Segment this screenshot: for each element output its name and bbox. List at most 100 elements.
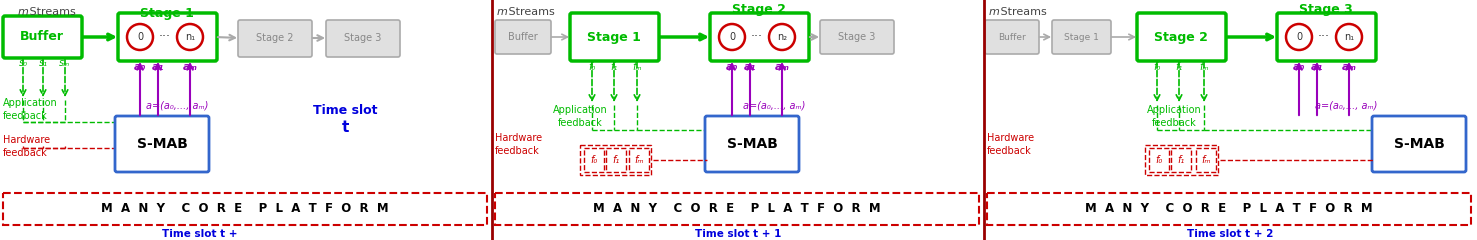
Text: Time slot t + 2: Time slot t + 2	[1188, 229, 1273, 239]
Text: f₁: f₁	[613, 155, 620, 165]
Text: a₀: a₀	[725, 62, 738, 72]
FancyBboxPatch shape	[1052, 20, 1111, 54]
Text: feedback: feedback	[495, 146, 539, 156]
Bar	[3, 193, 487, 225]
FancyBboxPatch shape	[710, 13, 809, 61]
Text: aₘ: aₘ	[183, 62, 198, 72]
Text: Application: Application	[3, 98, 58, 108]
Text: M  A  N  Y    C  O  R  E    P  L  A  T  F  O  R  M: M A N Y C O R E P L A T F O R M	[594, 203, 880, 216]
Text: Stage 3: Stage 3	[344, 33, 381, 43]
FancyBboxPatch shape	[115, 116, 210, 172]
Text: a=(a₀,..., aₘ): a=(a₀,..., aₘ)	[146, 101, 208, 111]
FancyBboxPatch shape	[118, 13, 217, 61]
Text: S-MAB: S-MAB	[1394, 137, 1445, 151]
Text: n₁: n₁	[185, 32, 195, 42]
Text: aₘ: aₘ	[1341, 62, 1356, 72]
Text: m: m	[496, 7, 508, 17]
Text: Buffer: Buffer	[508, 32, 538, 42]
Text: Time slot t + 1: Time slot t + 1	[694, 229, 781, 239]
FancyBboxPatch shape	[1137, 13, 1226, 61]
Text: Hardware: Hardware	[987, 133, 1034, 143]
Text: Application: Application	[552, 105, 607, 115]
Text: Time slot t +: Time slot t +	[162, 229, 238, 239]
Text: m: m	[18, 7, 30, 17]
Text: 0: 0	[730, 32, 736, 42]
FancyBboxPatch shape	[820, 20, 894, 54]
FancyBboxPatch shape	[1278, 13, 1377, 61]
Text: f₀: f₀	[1155, 155, 1162, 165]
Text: ···: ···	[1317, 30, 1329, 43]
Text: Stage 1: Stage 1	[586, 30, 641, 43]
Bar	[495, 193, 979, 225]
Text: feedback: feedback	[3, 148, 47, 158]
FancyBboxPatch shape	[705, 116, 799, 172]
Text: feedback: feedback	[558, 118, 603, 128]
Text: S-MAB: S-MAB	[727, 137, 777, 151]
Text: ···: ···	[750, 30, 764, 43]
Text: m: m	[990, 7, 1000, 17]
Text: s₀: s₀	[19, 58, 28, 68]
Text: aₘ: aₘ	[774, 62, 789, 72]
Bar	[606, 148, 626, 172]
Text: Hardware: Hardware	[3, 135, 50, 145]
Bar	[1145, 145, 1219, 175]
Text: a₀: a₀	[134, 62, 146, 72]
Text: Application: Application	[1146, 105, 1201, 115]
FancyBboxPatch shape	[495, 20, 551, 54]
Text: Buffer: Buffer	[21, 30, 64, 43]
Text: S-MAB: S-MAB	[136, 137, 188, 151]
Text: Stage 2: Stage 2	[1154, 30, 1208, 43]
Text: Stage 2: Stage 2	[256, 33, 294, 43]
Text: a₀: a₀	[1292, 62, 1306, 72]
Text: Streams: Streams	[27, 7, 75, 17]
Text: t: t	[341, 120, 349, 136]
FancyBboxPatch shape	[238, 20, 312, 57]
Text: fₘ: fₘ	[634, 155, 644, 165]
Text: f₀: f₀	[591, 155, 598, 165]
FancyBboxPatch shape	[1372, 116, 1467, 172]
Bar	[1149, 148, 1168, 172]
FancyBboxPatch shape	[570, 13, 659, 61]
Text: feedback: feedback	[987, 146, 1032, 156]
Text: feedback: feedback	[3, 111, 47, 121]
Text: Stage 1: Stage 1	[140, 6, 193, 19]
Text: Streams: Streams	[997, 7, 1047, 17]
Text: f₀: f₀	[588, 62, 595, 72]
Bar	[629, 148, 648, 172]
Text: Streams: Streams	[505, 7, 555, 17]
Text: 0: 0	[137, 32, 143, 42]
Bar	[987, 193, 1471, 225]
Text: a=(a₀,..., aₘ): a=(a₀,..., aₘ)	[1315, 101, 1377, 111]
Text: Hardware: Hardware	[495, 133, 542, 143]
Text: fₘ: fₘ	[1199, 62, 1208, 72]
Text: f₁: f₁	[1176, 62, 1183, 72]
Text: a=(a₀,..., aₘ): a=(a₀,..., aₘ)	[743, 101, 805, 111]
Bar	[580, 145, 651, 175]
Bar	[1171, 148, 1190, 172]
Text: s₁: s₁	[38, 58, 47, 68]
Bar	[583, 148, 604, 172]
FancyBboxPatch shape	[985, 20, 1038, 54]
Text: f₁: f₁	[610, 62, 617, 72]
Text: M  A  N  Y    C  O  R  E    P  L  A  T  F  O  R  M: M A N Y C O R E P L A T F O R M	[102, 203, 388, 216]
Text: Stage 1: Stage 1	[1063, 32, 1099, 42]
Text: a₁: a₁	[744, 62, 756, 72]
Text: n₂: n₂	[777, 32, 787, 42]
Text: ···: ···	[160, 30, 171, 43]
Text: Stage 3: Stage 3	[1300, 4, 1353, 17]
Text: f₁: f₁	[1177, 155, 1185, 165]
Text: fₘ: fₘ	[1201, 155, 1211, 165]
FancyBboxPatch shape	[3, 16, 83, 58]
Text: a₁: a₁	[152, 62, 164, 72]
Text: Stage 2: Stage 2	[733, 4, 786, 17]
Text: 0: 0	[1295, 32, 1303, 42]
Text: M  A  N  Y    C  O  R  E    P  L  A  T  F  O  R  M: M A N Y C O R E P L A T F O R M	[1086, 203, 1372, 216]
Bar	[1196, 148, 1216, 172]
Text: a₁: a₁	[1310, 62, 1323, 72]
Text: feedback: feedback	[1152, 118, 1196, 128]
Text: Time slot: Time slot	[313, 103, 377, 116]
Text: Stage 3: Stage 3	[839, 32, 876, 42]
FancyBboxPatch shape	[326, 20, 400, 57]
Text: sₘ: sₘ	[59, 58, 71, 68]
Text: n₁: n₁	[1344, 32, 1354, 42]
